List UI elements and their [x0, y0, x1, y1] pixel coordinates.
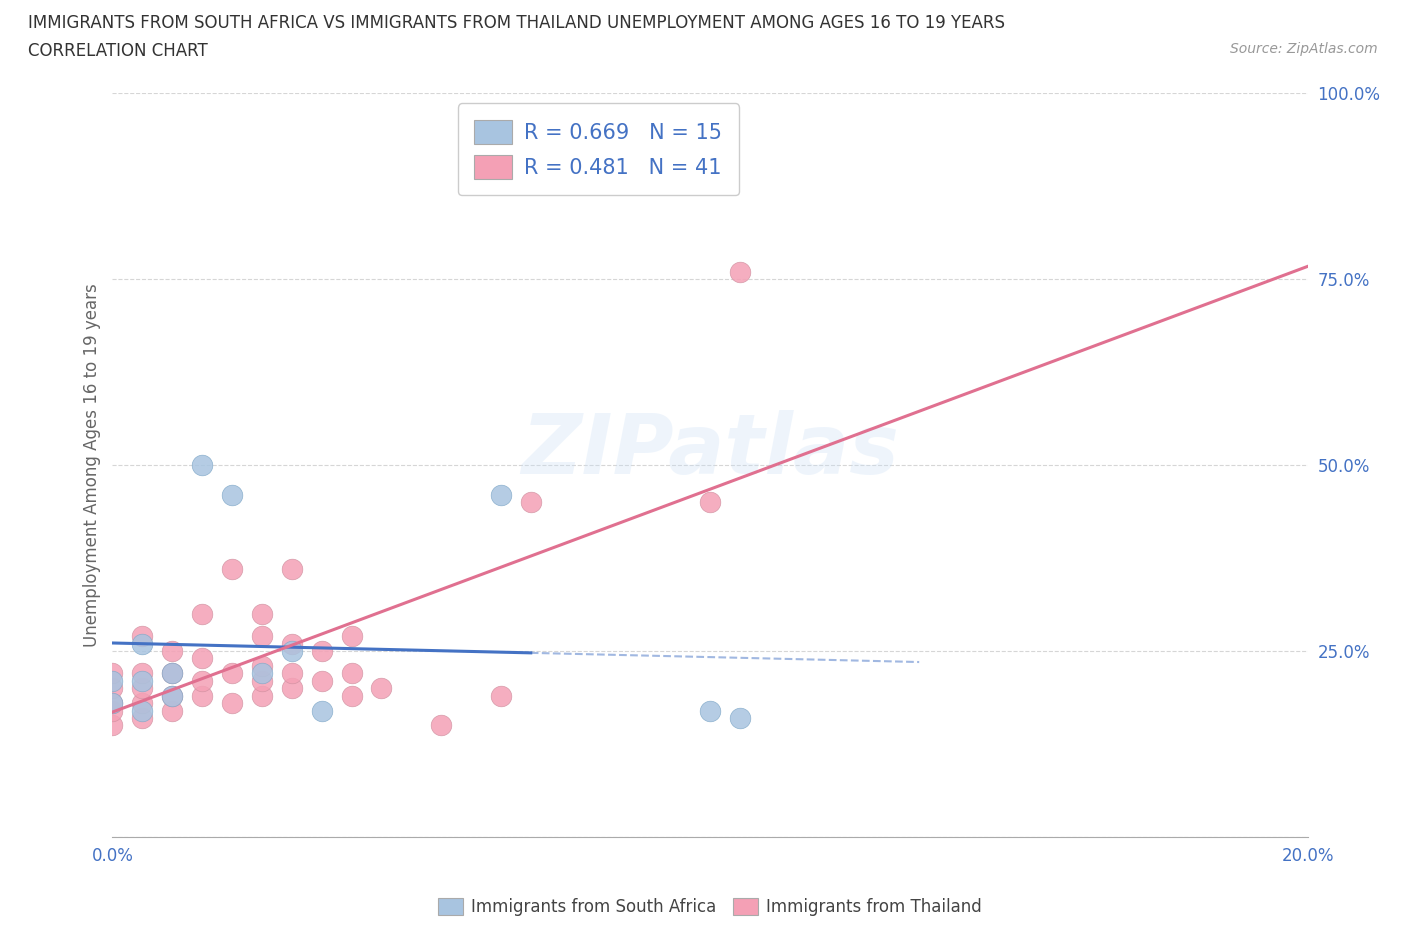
Point: [489, 487, 512, 502]
Point: [162, 688, 183, 703]
Point: [191, 458, 214, 472]
Point: [430, 718, 453, 733]
Point: [131, 673, 153, 688]
Legend: Immigrants from South Africa, Immigrants from Thailand: Immigrants from South Africa, Immigrants…: [429, 890, 991, 924]
Point: [101, 703, 124, 718]
Point: [281, 636, 304, 651]
Point: [699, 703, 721, 718]
Point: [728, 264, 751, 279]
Point: [221, 562, 243, 577]
Point: [191, 606, 214, 621]
Point: [101, 718, 124, 733]
Point: [131, 696, 153, 711]
Point: [162, 703, 183, 718]
Point: [101, 696, 124, 711]
Point: [281, 562, 304, 577]
Point: [101, 673, 124, 688]
Y-axis label: Unemployment Among Ages 16 to 19 years: Unemployment Among Ages 16 to 19 years: [83, 283, 101, 647]
Point: [101, 696, 124, 711]
Point: [131, 666, 153, 681]
Point: [162, 688, 183, 703]
Point: [221, 487, 243, 502]
Point: [250, 658, 273, 673]
Point: [221, 666, 243, 681]
Text: ZIPatlas: ZIPatlas: [522, 409, 898, 491]
Point: [101, 681, 124, 696]
Text: CORRELATION CHART: CORRELATION CHART: [28, 42, 208, 60]
Point: [191, 673, 214, 688]
Point: [250, 606, 273, 621]
Point: [489, 688, 512, 703]
Point: [250, 673, 273, 688]
Point: [250, 688, 273, 703]
Point: [281, 644, 304, 658]
Point: [250, 666, 273, 681]
Point: [191, 688, 214, 703]
Point: [340, 688, 363, 703]
Text: IMMIGRANTS FROM SOUTH AFRICA VS IMMIGRANTS FROM THAILAND UNEMPLOYMENT AMONG AGES: IMMIGRANTS FROM SOUTH AFRICA VS IMMIGRAN…: [28, 14, 1005, 32]
Point: [311, 703, 333, 718]
Point: [281, 666, 304, 681]
Point: [162, 666, 183, 681]
Point: [131, 629, 153, 644]
Point: [311, 673, 333, 688]
Point: [221, 696, 243, 711]
Point: [131, 711, 153, 725]
Point: [101, 666, 124, 681]
Point: [162, 644, 183, 658]
Point: [728, 711, 751, 725]
Point: [340, 629, 363, 644]
Text: Source: ZipAtlas.com: Source: ZipAtlas.com: [1230, 42, 1378, 56]
Point: [699, 495, 721, 510]
Point: [191, 651, 214, 666]
Point: [162, 666, 183, 681]
Point: [131, 703, 153, 718]
Point: [370, 681, 392, 696]
Point: [340, 666, 363, 681]
Point: [520, 495, 543, 510]
Point: [281, 681, 304, 696]
Point: [250, 629, 273, 644]
Point: [311, 644, 333, 658]
Point: [131, 681, 153, 696]
Point: [131, 636, 153, 651]
